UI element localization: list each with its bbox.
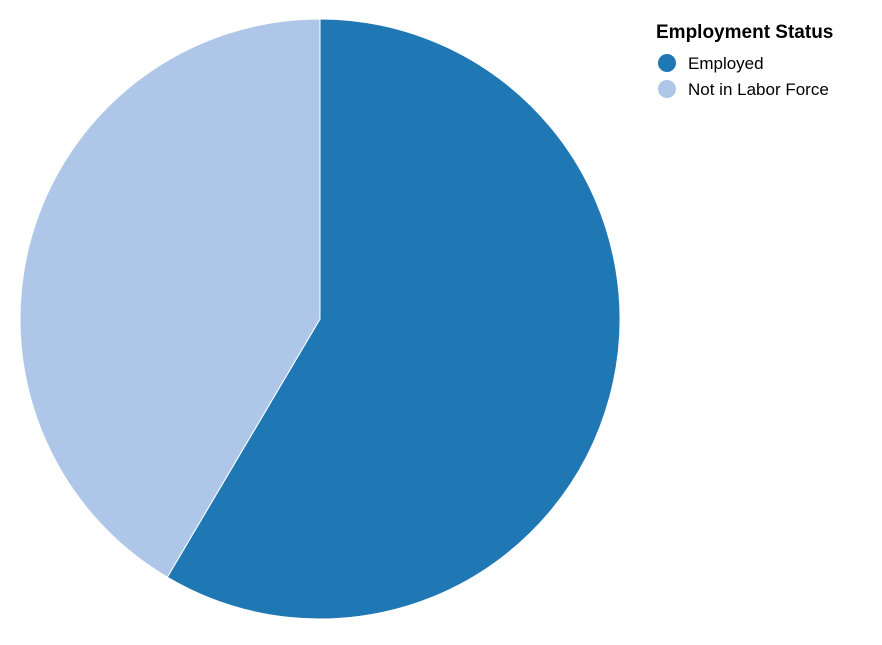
pie-slice-employed xyxy=(166,18,621,620)
legend-label-not-in-labor-force: Not in Labor Force xyxy=(688,80,829,99)
legend-swatch-employed xyxy=(658,54,676,72)
legend-items: Employed Not in Labor Force xyxy=(658,54,829,99)
legend-swatch-not-in-labor-force xyxy=(658,80,676,98)
legend-title: Employment Status xyxy=(656,22,833,43)
legend-label-employed: Employed xyxy=(688,54,764,73)
pie-slice-not-in-labor-force xyxy=(19,18,321,578)
pie-slices xyxy=(19,18,621,620)
legend: Employment Status Employed Not in Labor F… xyxy=(656,22,833,99)
